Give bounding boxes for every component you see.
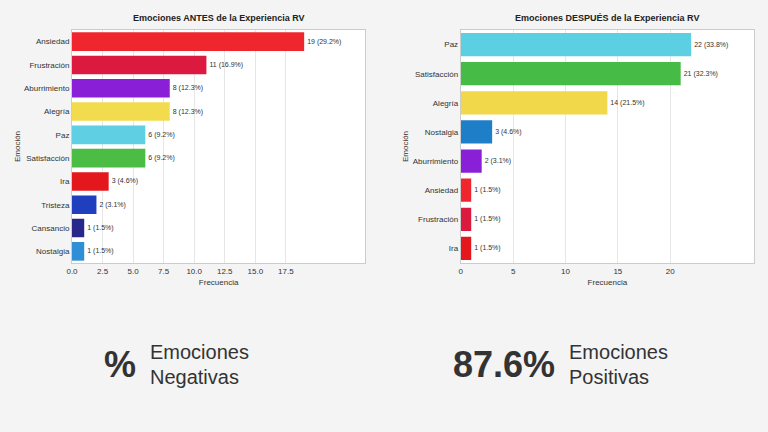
svg-text:Ansiedad: Ansiedad	[36, 37, 69, 46]
svg-text:Aburrimiento: Aburrimiento	[413, 157, 459, 166]
svg-text:8 (12.3%): 8 (12.3%)	[173, 108, 203, 116]
svg-text:0.0: 0.0	[66, 267, 78, 276]
svg-text:Satisfacción: Satisfacción	[415, 69, 458, 78]
svg-text:2 (3.1%): 2 (3.1%)	[99, 201, 125, 209]
svg-text:1 (1.5%): 1 (1.5%)	[474, 215, 500, 223]
svg-text:1 (1.5%): 1 (1.5%)	[87, 224, 113, 232]
svg-text:Cansancio: Cansancio	[32, 224, 70, 233]
svg-text:15: 15	[613, 267, 622, 276]
svg-text:3 (4.6%): 3 (4.6%)	[112, 177, 138, 185]
svg-text:Emoción: Emoción	[401, 131, 410, 162]
svg-text:Satisfacción: Satisfacción	[26, 154, 69, 163]
svg-text:3 (4.6%): 3 (4.6%)	[495, 128, 521, 136]
svg-text:10: 10	[561, 267, 570, 276]
svg-text:0: 0	[459, 267, 464, 276]
svg-text:Ira: Ira	[60, 177, 70, 186]
svg-text:20: 20	[666, 267, 675, 276]
svg-text:Aburrimiento: Aburrimiento	[24, 84, 70, 93]
svg-text:Ira: Ira	[449, 244, 459, 253]
svg-text:Emoción: Emoción	[13, 131, 22, 162]
svg-text:11 (16.9%): 11 (16.9%)	[209, 61, 243, 69]
svg-text:5: 5	[511, 267, 516, 276]
svg-text:17.5: 17.5	[278, 267, 294, 276]
svg-text:2.5: 2.5	[97, 267, 109, 276]
svg-text:8 (12.3%): 8 (12.3%)	[173, 84, 203, 92]
svg-text:1 (1.5%): 1 (1.5%)	[474, 186, 500, 194]
svg-text:Nostalgia: Nostalgia	[425, 128, 459, 137]
svg-text:7.5: 7.5	[158, 267, 170, 276]
svg-text:Tristeza: Tristeza	[41, 201, 70, 210]
svg-text:Emociones ANTES de la Experien: Emociones ANTES de la Experiencia RV	[133, 13, 305, 23]
svg-text:21 (32.3%): 21 (32.3%)	[684, 70, 718, 78]
svg-text:5.0: 5.0	[128, 267, 140, 276]
svg-text:Frustración: Frustración	[418, 215, 458, 224]
svg-text:Paz: Paz	[56, 131, 70, 140]
svg-text:1 (1.5%): 1 (1.5%)	[474, 244, 500, 252]
svg-text:10.0: 10.0	[186, 267, 202, 276]
svg-text:Frecuencia: Frecuencia	[588, 278, 628, 287]
svg-text:6 (9.2%): 6 (9.2%)	[148, 154, 174, 162]
svg-text:15.0: 15.0	[248, 267, 264, 276]
svg-text:Frecuencia: Frecuencia	[199, 278, 239, 287]
svg-text:6 (9.2%): 6 (9.2%)	[148, 131, 174, 139]
svg-text:19 (29.2%): 19 (29.2%)	[307, 38, 341, 46]
html-text:Emociones Positivas: Emociones Positivas	[569, 341, 668, 388]
svg-text:14 (21.5%): 14 (21.5%)	[610, 99, 644, 107]
svg-text:Alegría: Alegría	[433, 99, 459, 108]
svg-text:Ansiedad: Ansiedad	[425, 186, 458, 195]
svg-text:2 (3.1%): 2 (3.1%)	[485, 157, 511, 165]
html-text:Emociones Negativas: Emociones Negativas	[150, 341, 249, 388]
svg-text:Paz: Paz	[444, 40, 458, 49]
svg-text:1 (1.5%): 1 (1.5%)	[87, 247, 113, 255]
svg-text:Nostalgia: Nostalgia	[36, 247, 70, 256]
svg-text:Emociones DESPUÉS de la Experi: Emociones DESPUÉS de la Experiencia RV	[515, 13, 699, 23]
svg-text:Frustración: Frustración	[29, 61, 69, 70]
svg-text:12.5: 12.5	[217, 267, 233, 276]
html-text:87.6%: 87.6%	[453, 344, 555, 385]
svg-text:Alegría: Alegría	[44, 107, 70, 116]
svg-text:22 (33.8%): 22 (33.8%)	[694, 41, 728, 49]
